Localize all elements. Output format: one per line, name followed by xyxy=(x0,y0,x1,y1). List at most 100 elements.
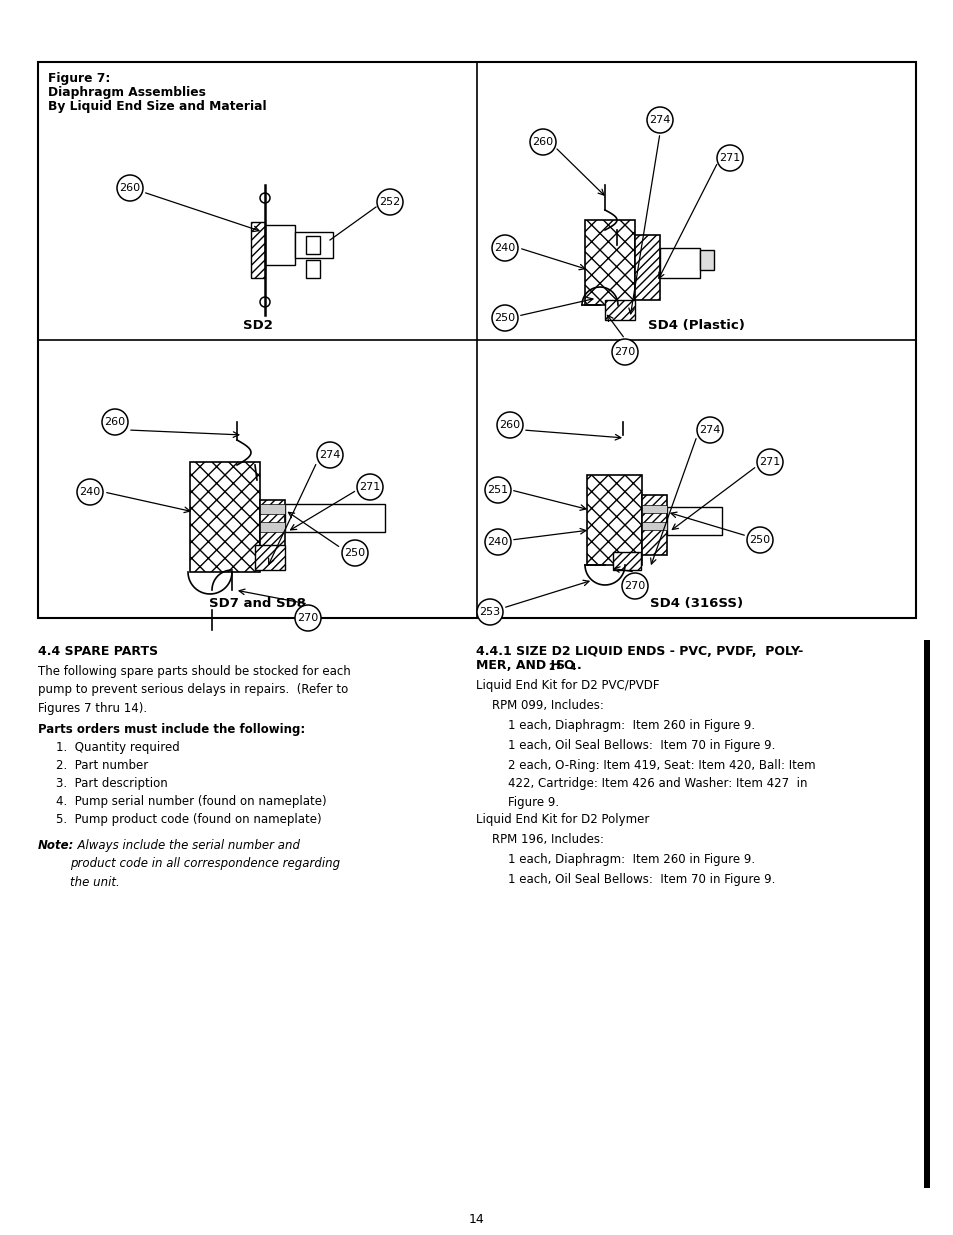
Circle shape xyxy=(484,529,511,555)
Text: 274: 274 xyxy=(699,425,720,435)
Bar xyxy=(586,475,641,564)
Circle shape xyxy=(757,450,782,475)
Text: 4.4.1 SIZE D2 LIQUID ENDS - PVC, PVDF,  POLY-: 4.4.1 SIZE D2 LIQUID ENDS - PVC, PVDF, P… xyxy=(476,645,802,658)
Circle shape xyxy=(102,409,128,435)
Bar xyxy=(251,222,265,278)
Bar xyxy=(260,522,285,532)
Text: Diaphragm Assemblies: Diaphragm Assemblies xyxy=(48,86,206,99)
Bar xyxy=(190,462,260,572)
Bar xyxy=(613,552,640,571)
Circle shape xyxy=(356,474,382,500)
Bar xyxy=(641,505,666,513)
Text: 250: 250 xyxy=(494,312,515,324)
Text: RPM 196, Includes:: RPM 196, Includes: xyxy=(492,832,603,846)
Text: 5.  Pump product code (found on nameplate): 5. Pump product code (found on nameplate… xyxy=(56,813,321,826)
Text: 252: 252 xyxy=(379,198,400,207)
Text: 1 each, Oil Seal Bellows:  Item 70 in Figure 9.: 1 each, Oil Seal Bellows: Item 70 in Fig… xyxy=(507,873,775,885)
Bar xyxy=(584,220,635,305)
Circle shape xyxy=(376,189,402,215)
Circle shape xyxy=(117,175,143,201)
Text: 250: 250 xyxy=(344,548,365,558)
Bar xyxy=(265,225,294,266)
Circle shape xyxy=(492,305,517,331)
Bar xyxy=(294,232,333,258)
Text: 274: 274 xyxy=(319,450,340,459)
Text: Parts orders must include the following:: Parts orders must include the following: xyxy=(38,722,305,736)
Text: 271: 271 xyxy=(359,482,380,492)
Bar xyxy=(306,236,319,254)
Text: 271: 271 xyxy=(759,457,780,467)
Text: SD4 (316SS): SD4 (316SS) xyxy=(649,597,742,610)
Text: Note:: Note: xyxy=(38,839,74,852)
Bar xyxy=(635,235,659,300)
Text: MER, AND H: MER, AND H xyxy=(476,659,560,672)
Bar xyxy=(260,504,285,514)
Text: Liquid End Kit for D2 Polymer: Liquid End Kit for D2 Polymer xyxy=(476,813,649,826)
Bar xyxy=(604,300,635,320)
Text: 4.4 SPARE PARTS: 4.4 SPARE PARTS xyxy=(38,645,158,658)
Circle shape xyxy=(294,605,320,631)
Text: 2.  Part number: 2. Part number xyxy=(56,760,148,772)
Text: Liquid End Kit for D2 PVC/PVDF: Liquid End Kit for D2 PVC/PVDF xyxy=(476,679,659,692)
Text: 2: 2 xyxy=(547,663,554,672)
Text: The following spare parts should be stocked for each
pump to prevent serious del: The following spare parts should be stoc… xyxy=(38,664,351,715)
Text: 240: 240 xyxy=(487,537,508,547)
Text: SD4 (Plastic): SD4 (Plastic) xyxy=(647,319,744,332)
Text: 270: 270 xyxy=(623,580,645,592)
Text: 4: 4 xyxy=(569,663,576,672)
Circle shape xyxy=(621,573,647,599)
Text: 1 each, Diaphragm:  Item 260 in Figure 9.: 1 each, Diaphragm: Item 260 in Figure 9. xyxy=(507,853,755,866)
Circle shape xyxy=(476,599,502,625)
Bar xyxy=(285,504,385,532)
Text: By Liquid End Size and Material: By Liquid End Size and Material xyxy=(48,100,266,112)
Text: 251: 251 xyxy=(487,485,508,495)
Circle shape xyxy=(697,417,722,443)
Bar xyxy=(641,522,666,530)
Circle shape xyxy=(717,144,742,170)
Circle shape xyxy=(612,338,638,366)
Bar xyxy=(306,261,319,278)
Bar xyxy=(666,508,721,535)
Text: 274: 274 xyxy=(649,115,670,125)
Text: 14: 14 xyxy=(469,1213,484,1226)
Text: 1 each, Oil Seal Bellows:  Item 70 in Figure 9.: 1 each, Oil Seal Bellows: Item 70 in Fig… xyxy=(507,739,775,752)
Bar xyxy=(641,495,666,555)
Text: 2 each, O-Ring: Item 419, Seat: Item 420, Ball: Item
422, Cartridge: Item 426 an: 2 each, O-Ring: Item 419, Seat: Item 420… xyxy=(507,760,815,809)
Circle shape xyxy=(497,412,522,438)
Circle shape xyxy=(746,527,772,553)
Text: Figure 7:: Figure 7: xyxy=(48,72,111,85)
Text: 1 each, Diaphragm:  Item 260 in Figure 9.: 1 each, Diaphragm: Item 260 in Figure 9. xyxy=(507,719,755,732)
Bar xyxy=(659,248,700,278)
Text: SD2: SD2 xyxy=(242,319,273,332)
Circle shape xyxy=(316,442,343,468)
Circle shape xyxy=(492,235,517,261)
Text: 1.  Quantity required: 1. Quantity required xyxy=(56,741,179,755)
Text: RPM 099, Includes:: RPM 099, Includes: xyxy=(492,699,603,713)
Text: 250: 250 xyxy=(749,535,770,545)
Bar xyxy=(260,500,285,558)
Text: 270: 270 xyxy=(614,347,635,357)
Text: 260: 260 xyxy=(499,420,520,430)
Text: 270: 270 xyxy=(297,613,318,622)
Text: 253: 253 xyxy=(479,606,500,618)
Text: 240: 240 xyxy=(494,243,515,253)
Text: SO: SO xyxy=(555,659,574,672)
Text: 260: 260 xyxy=(104,417,126,427)
Circle shape xyxy=(530,128,556,156)
Text: SD7 and SD8: SD7 and SD8 xyxy=(209,597,306,610)
Circle shape xyxy=(341,540,368,566)
Text: Always include the serial number and
product code in all correspondence regardin: Always include the serial number and pro… xyxy=(70,839,340,889)
Text: 3.  Part description: 3. Part description xyxy=(56,777,168,790)
Bar xyxy=(923,640,929,1188)
Circle shape xyxy=(484,477,511,503)
Bar xyxy=(38,62,915,618)
Text: 4.  Pump serial number (found on nameplate): 4. Pump serial number (found on nameplat… xyxy=(56,795,326,808)
Bar xyxy=(254,545,285,571)
Text: 260: 260 xyxy=(119,183,140,193)
Text: 260: 260 xyxy=(532,137,553,147)
Text: .: . xyxy=(577,659,581,672)
Circle shape xyxy=(646,107,672,133)
Circle shape xyxy=(77,479,103,505)
Text: 271: 271 xyxy=(719,153,740,163)
Text: 240: 240 xyxy=(79,487,100,496)
